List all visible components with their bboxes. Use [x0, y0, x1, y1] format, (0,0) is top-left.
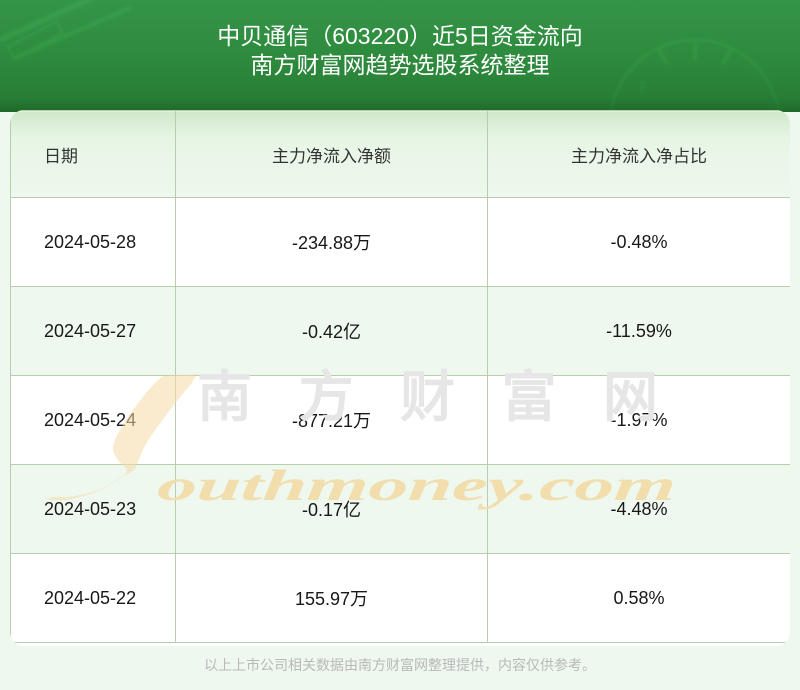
svg-text:F: F — [640, 79, 649, 96]
